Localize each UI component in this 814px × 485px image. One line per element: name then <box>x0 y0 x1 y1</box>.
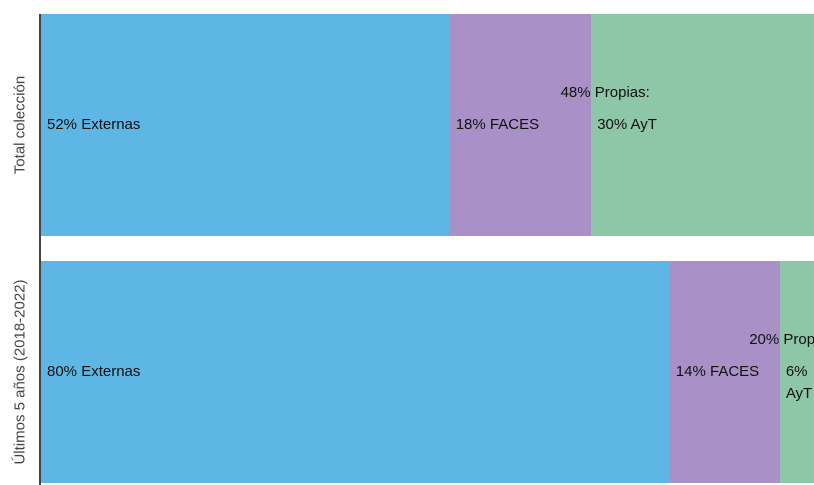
annotation: 48% Propias: <box>560 84 650 101</box>
bar-segment <box>41 14 450 236</box>
data-label: 52% Externas <box>47 116 141 133</box>
category-label: Últimos 5 años (2018-2022) <box>11 279 29 465</box>
data-label: 18% FACES <box>455 116 540 133</box>
bar-segment <box>41 261 670 483</box>
bar-segment <box>669 261 780 483</box>
data-label: 6% AyT <box>785 363 813 402</box>
bar-segment <box>449 14 592 236</box>
bar-segment <box>779 261 814 483</box>
data-label: 80% Externas <box>47 363 141 380</box>
category-label: Total colección <box>11 75 29 175</box>
data-label: 14% FACES <box>675 363 760 380</box>
bar-segment <box>591 14 814 236</box>
y-axis-line <box>39 14 41 485</box>
annotation: 20% Propias: <box>749 331 814 348</box>
data-label: 30% AyT <box>597 116 657 133</box>
